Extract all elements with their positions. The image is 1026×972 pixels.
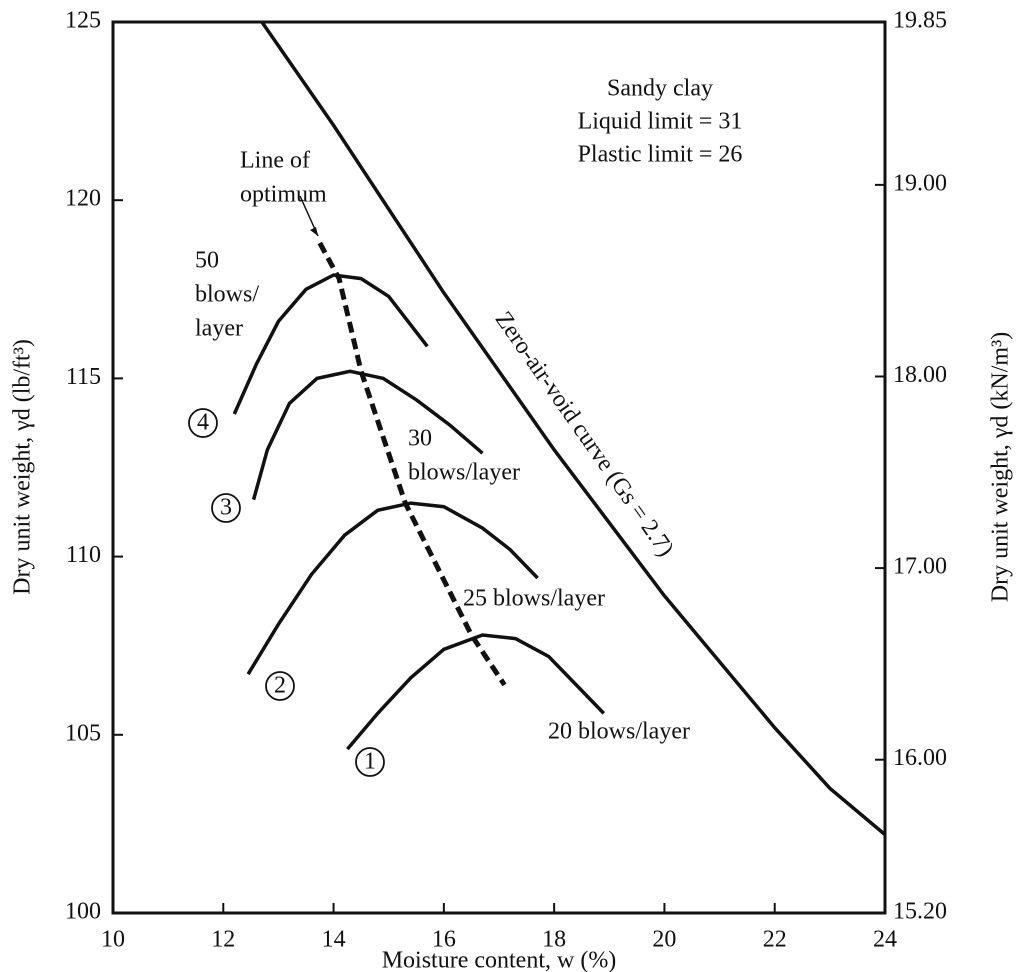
x-tick-label: 10 [101,927,125,953]
series-label: Zero-air-void curve (Gs = 2.7) [490,307,679,561]
marker-label: 2 [274,673,286,699]
marker-circle [355,747,385,777]
plot-frame [111,20,887,915]
curve [232,273,429,415]
y-tick-label: 115 [66,364,101,390]
annotation: Liquid limit = 31 [578,109,743,135]
y2-tick-label: 17.00 [893,554,947,580]
y-tick-label: 125 [65,8,101,34]
curve [251,369,484,501]
marker-label: 3 [220,495,232,521]
series-label: optimum [240,182,327,208]
marker-circle [188,408,218,438]
x-tick-label: 14 [322,927,346,953]
y-tick-label: 110 [66,542,101,568]
y-tick-label: 120 [65,186,101,212]
x-axis-label: Moisture content, w (%) [382,948,617,972]
y-tick-label: 105 [65,720,101,746]
x-tick-label: 16 [432,927,456,953]
curve [346,633,606,751]
series-label: blows/ [195,282,259,308]
series-label: 20 blows/layer [548,719,690,745]
y2-tick-label: 15.20 [893,899,947,925]
x-tick-label: 12 [211,927,235,953]
marker-circle [265,671,295,701]
curve [260,21,887,836]
annotation: Plastic limit = 26 [578,142,743,168]
series-label: blows/layer [408,460,520,486]
y2-tick-label: 18.00 [893,362,947,388]
y2-tick-label: 16.00 [893,745,947,771]
y-axis-label: Dry unit weight, γd (lb/ft³) [10,339,36,595]
y2-axis-label: Dry unit weight, γd (kN/m³) [988,332,1014,602]
series-label: 30 [408,426,432,452]
series-label: 50 [195,248,219,274]
series-label: Line of [240,148,310,174]
marker-label: 1 [364,749,376,775]
marker-circle [211,493,241,523]
x-tick-label: 18 [542,927,566,953]
optimum-line [317,241,507,687]
annotation: Sandy clay [607,76,713,102]
x-tick-label: 22 [763,927,787,953]
x-tick-label: 24 [873,927,897,953]
series-label: layer [195,316,243,342]
marker-label: 4 [197,410,209,436]
y-tick-label: 100 [65,899,101,925]
y2-tick-label: 19.85 [893,8,947,34]
y2-tick-label: 19.00 [893,170,947,196]
x-tick-label: 20 [652,927,676,953]
curve [246,501,539,676]
optimum-arrowhead [310,227,318,236]
series-label: 25 blows/layer [463,586,605,612]
